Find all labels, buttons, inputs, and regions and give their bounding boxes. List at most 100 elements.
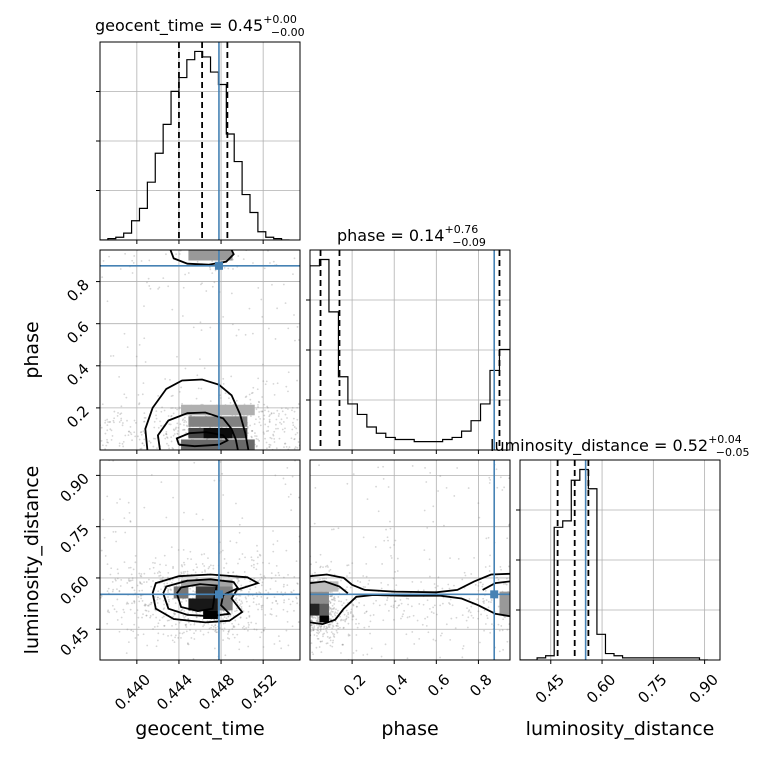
pair-phase-vs-luminosity-distance-sample xyxy=(325,577,328,580)
pair-geocent-time-vs-luminosity-distance-sample xyxy=(156,572,159,574)
pair-geocent-time-vs-luminosity-distance-sample xyxy=(130,629,133,632)
pair-phase-vs-luminosity-distance-sample xyxy=(323,577,326,580)
pair-phase-vs-luminosity-distance-sample xyxy=(365,562,368,565)
pair-phase-vs-luminosity-distance-sample xyxy=(352,615,355,618)
pair-geocent-time-vs-luminosity-distance-sample xyxy=(257,608,259,611)
pair-geocent-time-vs-phase-sample xyxy=(182,286,185,289)
pair-geocent-time-vs-phase-sample xyxy=(195,453,197,455)
pair-geocent-time-vs-luminosity-distance-sample xyxy=(154,562,156,564)
pair-geocent-time-vs-phase-sample xyxy=(293,314,295,316)
pair-geocent-time-vs-luminosity-distance-sample xyxy=(340,596,342,598)
pair-phase-vs-luminosity-distance-sample xyxy=(351,615,354,618)
pair-geocent-time-vs-phase-sample xyxy=(120,405,123,408)
pair-geocent-time-vs-luminosity-distance-sample xyxy=(171,624,173,627)
pair-geocent-time-vs-phase-sample xyxy=(184,419,186,422)
pair-geocent-time-vs-phase-sample xyxy=(167,285,170,288)
pair-geocent-time-vs-phase-sample xyxy=(222,377,225,380)
pair-geocent-time-vs-luminosity-distance-sample xyxy=(248,605,251,608)
pair-geocent-time-vs-luminosity-distance-sample xyxy=(235,609,238,612)
pair-phase-vs-luminosity-distance-sample xyxy=(403,609,406,612)
pair-geocent-time-vs-luminosity-distance-sample xyxy=(155,616,158,619)
pair-geocent-time-vs-phase-sample xyxy=(222,382,225,385)
pair-phase-vs-luminosity-distance-sample xyxy=(329,602,332,604)
pair-geocent-time-vs-luminosity-distance-sample xyxy=(256,562,259,565)
pair-phase-vs-luminosity-distance-sample xyxy=(317,616,320,618)
pair-geocent-time-vs-phase-sample xyxy=(264,409,266,412)
pair-phase-vs-luminosity-distance-sample xyxy=(330,614,333,616)
pair-geocent-time-vs-luminosity-distance-sample xyxy=(97,550,99,552)
pair-geocent-time-vs-phase-sample xyxy=(284,302,287,305)
pair-geocent-time-vs-phase-sample xyxy=(106,424,109,427)
pair-geocent-time-vs-phase-sample xyxy=(173,452,175,454)
ytick-label-luminosity-distance-0: 0.45 xyxy=(56,623,92,659)
pair-phase-vs-luminosity-distance-sample xyxy=(293,604,295,606)
pair-phase-vs-luminosity-distance-sample xyxy=(318,464,320,467)
pair-phase-vs-luminosity-distance-sample xyxy=(428,558,431,561)
pair-geocent-time-vs-luminosity-distance-sample xyxy=(244,596,247,599)
pair-geocent-time-vs-phase-sample xyxy=(330,428,332,430)
pair-phase-vs-luminosity-distance-sample xyxy=(413,643,416,645)
pair-phase-vs-luminosity-distance-sample xyxy=(323,625,326,628)
pair-geocent-time-vs-phase-sample xyxy=(174,457,176,459)
pair-geocent-time-vs-phase-sample xyxy=(138,343,141,346)
pair-geocent-time-vs-phase-sample xyxy=(176,408,179,411)
pair-phase-vs-luminosity-distance-sample xyxy=(476,598,479,601)
pair-phase-vs-luminosity-distance-sample xyxy=(330,608,333,611)
pair-phase-vs-luminosity-distance-sample xyxy=(329,618,332,621)
xlabel-phase: phase xyxy=(381,718,438,740)
pair-geocent-time-vs-phase-sample xyxy=(301,462,303,464)
pair-geocent-time-vs-phase-sample xyxy=(228,397,230,400)
pair-phase-vs-luminosity-distance-sample xyxy=(326,626,329,629)
pair-geocent-time-vs-luminosity-distance-sample xyxy=(195,616,198,619)
pair-phase-vs-luminosity-distance-sample xyxy=(503,486,506,489)
pair-phase-vs-luminosity-distance-sample xyxy=(406,616,409,619)
pair-phase-vs-luminosity-distance-sample xyxy=(488,476,491,479)
pair-phase-vs-luminosity-distance-sample xyxy=(308,612,310,614)
pair-phase-vs-luminosity-distance-sample xyxy=(291,634,293,636)
pair-geocent-time-vs-luminosity-distance-sample xyxy=(154,557,157,559)
pair-geocent-time-vs-phase-sample xyxy=(256,388,259,391)
pair-geocent-time-vs-luminosity-distance-sample xyxy=(227,571,230,574)
pair-geocent-time-vs-luminosity-distance-sample xyxy=(260,584,263,587)
pair-geocent-time-vs-phase-sample xyxy=(294,433,297,436)
pair-phase-vs-luminosity-distance-frame xyxy=(309,459,511,661)
pair-phase-vs-luminosity-distance-sample xyxy=(307,588,309,590)
pair-geocent-time-vs-phase-sample xyxy=(14,462,16,464)
pair-phase-vs-luminosity-distance-sample xyxy=(313,626,315,629)
pair-phase-vs-luminosity-distance-sample xyxy=(477,589,480,592)
pair-geocent-time-vs-phase-density-cell-3 xyxy=(188,416,248,427)
pair-geocent-time-vs-phase-sample xyxy=(121,422,124,424)
pair-geocent-time-vs-phase-sample xyxy=(0,424,2,426)
pair-phase-vs-luminosity-distance-sample xyxy=(319,625,322,628)
pair-geocent-time-vs-phase-sample xyxy=(258,411,261,413)
pair-phase-vs-luminosity-distance-sample xyxy=(328,624,331,626)
pair-geocent-time-vs-luminosity-distance-sample xyxy=(230,610,233,613)
pair-phase-vs-luminosity-distance-sample xyxy=(340,618,343,621)
pair-geocent-time-vs-phase-sample xyxy=(278,437,281,440)
pair-geocent-time-vs-phase-sample xyxy=(170,407,173,409)
pair-phase-vs-luminosity-distance-samples xyxy=(291,463,510,660)
pair-geocent-time-vs-luminosity-distance-sample xyxy=(247,594,250,597)
pair-geocent-time-vs-luminosity-distance-sample xyxy=(116,588,118,591)
pair-geocent-time-vs-phase-sample xyxy=(104,432,107,435)
pair-geocent-time-vs-phase-sample xyxy=(201,282,203,285)
pair-phase-vs-luminosity-distance-sample xyxy=(380,582,383,584)
pair-geocent-time-vs-phase-sample xyxy=(195,397,198,400)
pair-geocent-time-vs-phase-sample xyxy=(249,402,252,405)
pair-geocent-time-vs-luminosity-distance-sample xyxy=(145,603,147,606)
pair-phase-vs-luminosity-distance-sample xyxy=(332,598,335,601)
pair-geocent-time-vs-phase-sample xyxy=(213,281,216,284)
pair-phase-vs-luminosity-distance-sample xyxy=(305,592,307,594)
pair-geocent-time-vs-luminosity-distance-sample xyxy=(227,614,230,617)
pair-geocent-time-vs-phase-sample xyxy=(223,266,226,269)
pair-geocent-time-vs-luminosity-distance-sample xyxy=(187,612,189,615)
pair-geocent-time-vs-luminosity-distance-sample xyxy=(227,615,230,618)
pair-geocent-time-vs-phase-sample xyxy=(109,420,112,423)
pair-phase-vs-luminosity-distance-sample xyxy=(306,604,308,606)
pair-phase-vs-luminosity-distance-sample xyxy=(387,609,390,612)
pair-geocent-time-vs-luminosity-distance-sample xyxy=(285,629,288,632)
pair-phase-vs-luminosity-distance-sample xyxy=(303,593,305,595)
pair-geocent-time-vs-luminosity-distance-sample xyxy=(222,494,225,496)
pair-geocent-time-vs-luminosity-distance-sample xyxy=(159,574,162,577)
pair-phase-vs-luminosity-distance-sample xyxy=(330,595,333,598)
